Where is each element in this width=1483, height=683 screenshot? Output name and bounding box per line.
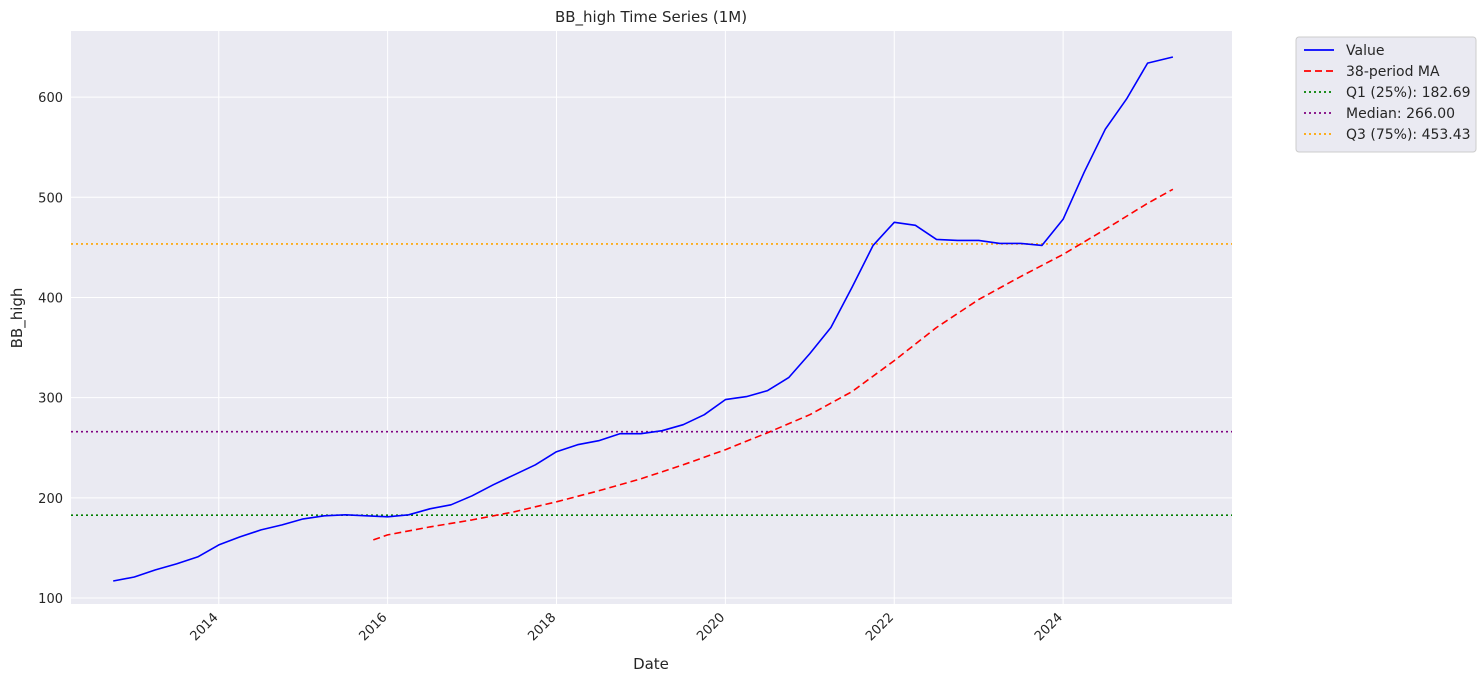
y-tick-label: 500 bbox=[38, 191, 63, 206]
y-tick-label: 400 bbox=[38, 291, 63, 306]
chart-title: BB_high Time Series (1M) bbox=[555, 8, 747, 27]
x-axis-label: Date bbox=[633, 655, 669, 673]
x-tick-label: 2018 bbox=[525, 610, 559, 644]
grid bbox=[71, 31, 1232, 604]
series-lines bbox=[113, 56, 1174, 582]
y-axis-label: BB_high bbox=[8, 288, 27, 349]
plot-area bbox=[71, 31, 1232, 604]
x-tick-label: 2024 bbox=[1032, 610, 1066, 644]
x-axis-ticks: 2014 2016 2018 2020 2022 2024 bbox=[188, 610, 1066, 644]
series-line bbox=[373, 188, 1174, 541]
legend-entry: Q3 (75%): 453.43 bbox=[1346, 127, 1471, 143]
y-axis-ticks: 100 200 300 400 500 600 bbox=[38, 91, 63, 607]
legend-box bbox=[1295, 36, 1477, 153]
series-line bbox=[113, 56, 1174, 582]
legend-entry: Q1 (25%): 182.69 bbox=[1346, 85, 1471, 101]
x-tick-label: 2020 bbox=[694, 610, 728, 644]
legend-entry: Value bbox=[1346, 43, 1384, 59]
x-tick-label: 2016 bbox=[356, 610, 390, 644]
x-tick-label: 2022 bbox=[863, 610, 897, 644]
y-tick-label: 300 bbox=[38, 392, 63, 407]
legend: Value 38-period MA Q1 (25%): 182.69 Median:… bbox=[1295, 36, 1477, 153]
x-tick-label: 2014 bbox=[188, 610, 222, 644]
legend-entry: 38-period MA bbox=[1346, 64, 1440, 80]
legend-entry: Median: 266.00 bbox=[1346, 106, 1455, 122]
y-tick-label: 600 bbox=[38, 91, 63, 106]
y-tick-label: 200 bbox=[38, 492, 63, 507]
y-tick-label: 100 bbox=[38, 592, 63, 607]
